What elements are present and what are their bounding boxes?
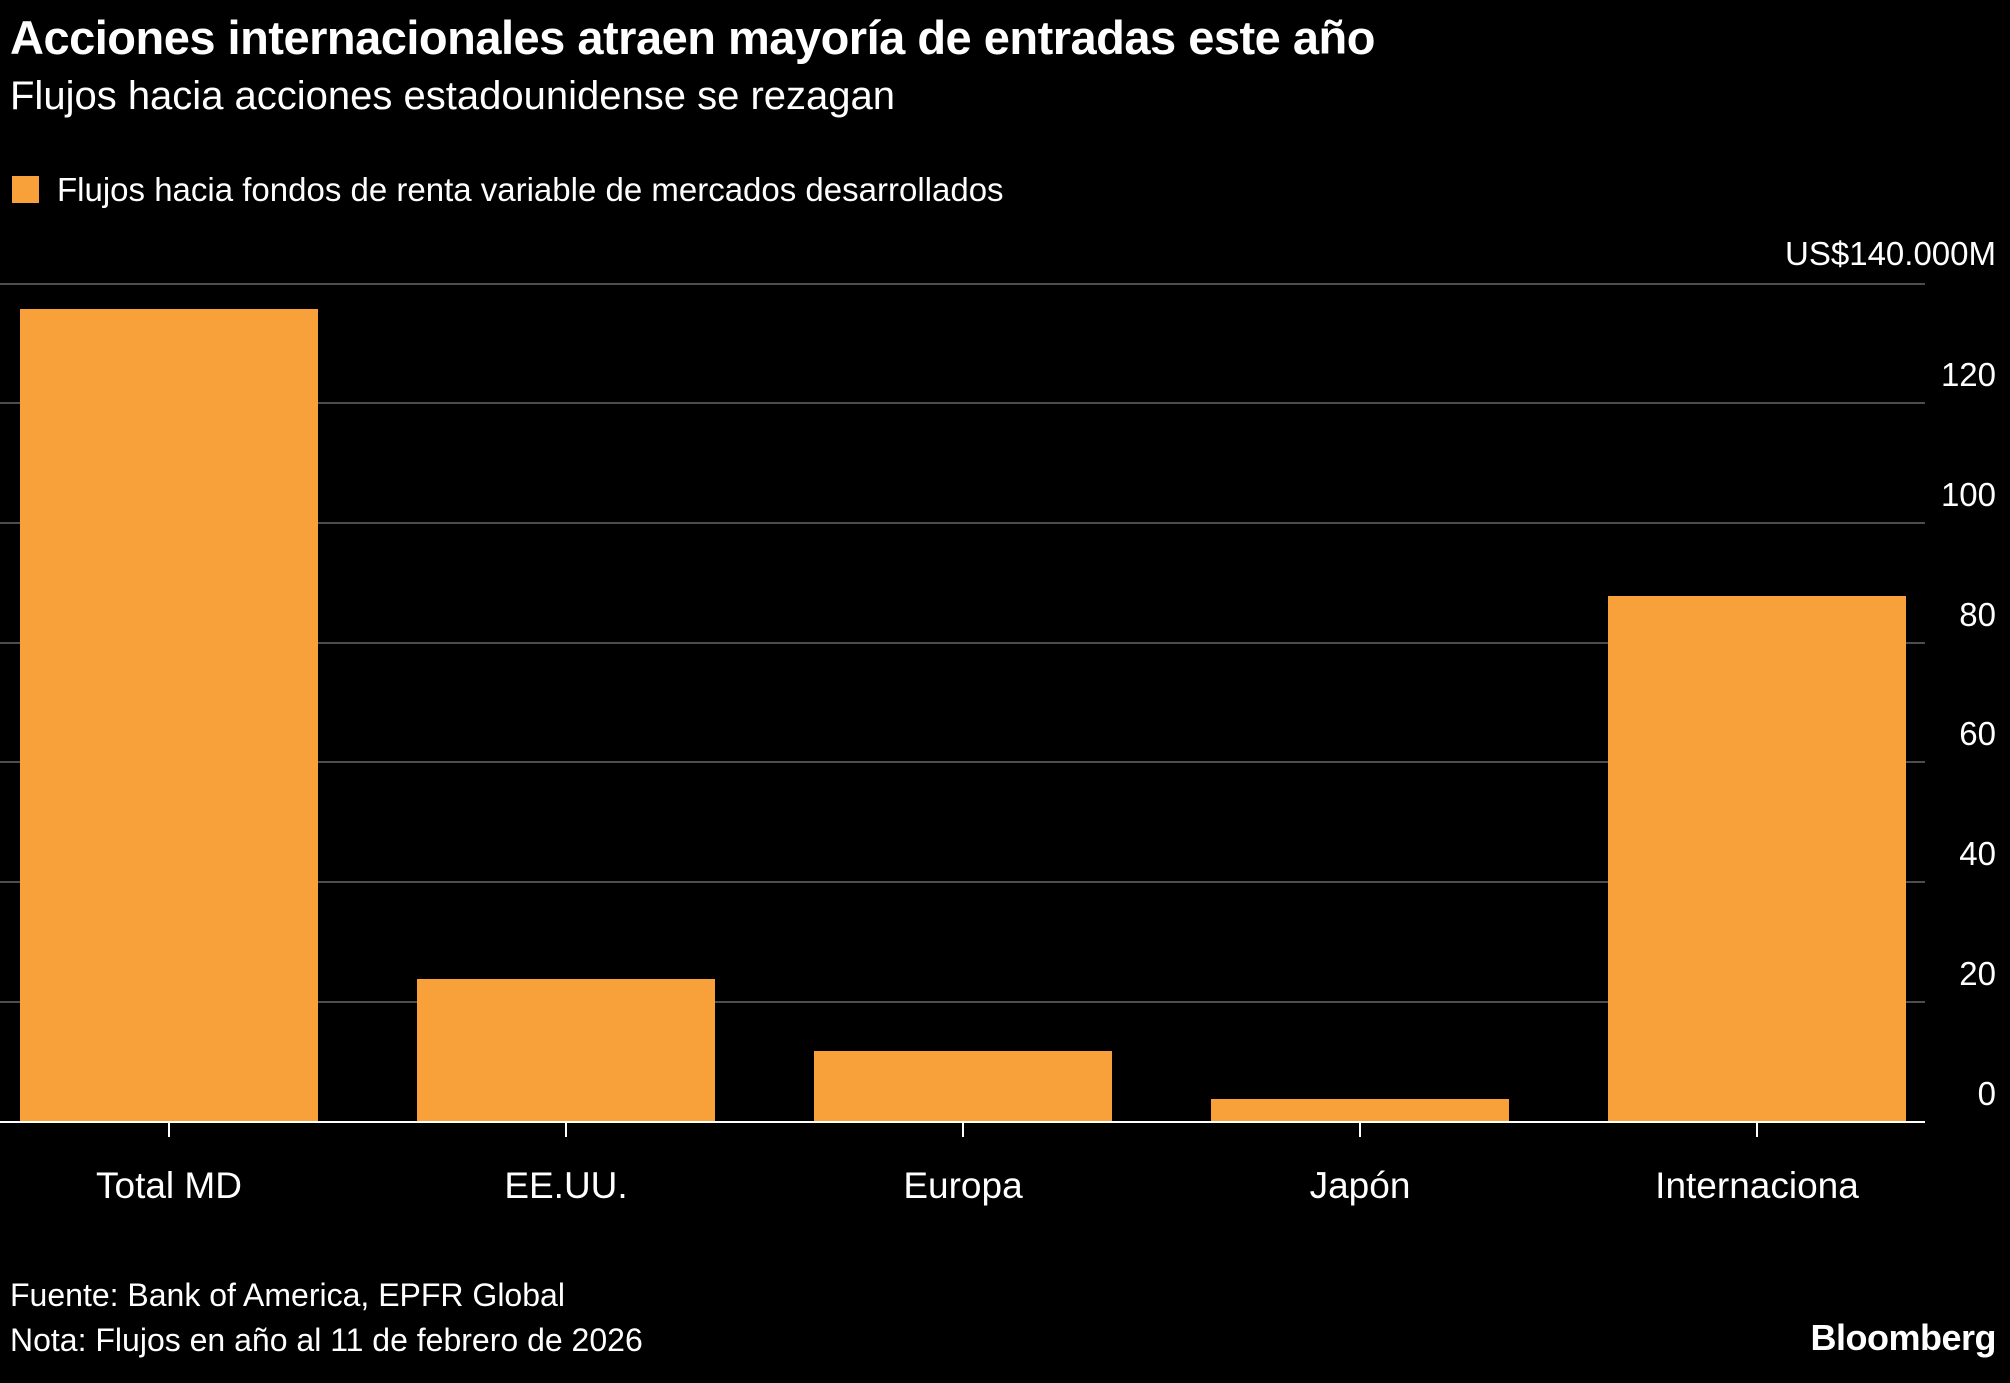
- bar-europa: [814, 1050, 1112, 1123]
- bar-slot: [20, 285, 318, 1123]
- bar-japón: [1211, 1098, 1509, 1123]
- y-tick-label: 20: [1959, 954, 1996, 992]
- y-tick-label: 100: [1940, 476, 1996, 514]
- chart-title: Acciones internacionales atraen mayoría …: [10, 11, 1375, 64]
- bloomberg-logo: Bloomberg: [1810, 1316, 1996, 1358]
- x-axis: Total MD EE.UU. Europa Japón Internaciona: [0, 1122, 1925, 1207]
- note-text: Nota: Flujos en año al 11 de febrero de …: [10, 1322, 643, 1359]
- x-category-label: EE.UU.: [504, 1164, 628, 1206]
- x-axis-baseline: [0, 1120, 1925, 1123]
- plot-area: 0 20 40 60 80 100 120: [0, 282, 1996, 1123]
- footer-text: Fuente: Bank of America, EPFR Global Not…: [10, 1273, 643, 1363]
- y-tick-label: 60: [1959, 715, 1996, 753]
- x-tick-mark: [1359, 1122, 1361, 1137]
- bar-total-md: [20, 308, 318, 1123]
- y-tick-label: 0: [1977, 1074, 1996, 1112]
- gridline: [0, 522, 1925, 525]
- legend-label: Flujos hacia fondos de renta variable de…: [57, 170, 1004, 208]
- bar-ee-uu-: [417, 978, 715, 1123]
- x-tick-mark: [1756, 1122, 1758, 1137]
- y-tick-label: 120: [1940, 356, 1996, 394]
- x-category-label: Total MD: [96, 1164, 242, 1206]
- bar-internaciona: [1608, 595, 1906, 1123]
- x-category-label: Japón: [1309, 1164, 1411, 1206]
- x-category-label: Internaciona: [1655, 1164, 1859, 1206]
- y-tick-label: 80: [1959, 595, 1996, 633]
- y-tick-label: 40: [1959, 835, 1996, 873]
- gridline: [0, 1000, 1925, 1003]
- legend-swatch-icon: [12, 176, 39, 204]
- bar-slot: [417, 285, 715, 1123]
- x-tick-mark: [168, 1122, 170, 1137]
- gridline: [0, 282, 1925, 285]
- bar-chart: 0 20 40 60 80 100 120 Total MD EE.UU. Europa Japó…: [0, 282, 2010, 1207]
- x-axis-cell: Europa: [814, 1122, 1112, 1207]
- bars: [0, 285, 1925, 1123]
- chart-footer: Fuente: Bank of America, EPFR Global Not…: [0, 1273, 2010, 1383]
- x-tick-mark: [565, 1122, 567, 1137]
- x-axis-cell: Internaciona: [1608, 1122, 1906, 1207]
- gridline: [0, 402, 1925, 405]
- bar-slot: [1211, 285, 1509, 1123]
- bar-slot: [814, 285, 1112, 1123]
- x-category-label: Europa: [903, 1164, 1023, 1206]
- legend: Flujos hacia fondos de renta variable de…: [10, 171, 1996, 209]
- x-axis-cell: Japón: [1211, 1122, 1509, 1207]
- gridline: [0, 761, 1925, 764]
- source-text: Fuente: Bank of America, EPFR Global: [10, 1277, 565, 1314]
- x-axis-cell: Total MD: [20, 1122, 318, 1207]
- gridline: [0, 641, 1925, 644]
- y-axis-labels: 0 20 40 60 80 100 120: [1925, 285, 2010, 1123]
- x-axis-cell: EE.UU.: [417, 1122, 715, 1207]
- y-axis-unit-label: US$140.000M: [1785, 234, 1996, 272]
- chart-subtitle: Flujos hacia acciones estadounidense se …: [10, 73, 896, 118]
- gridline: [0, 881, 1925, 884]
- chart-header: Acciones internacionales atraen mayoría …: [0, 0, 2010, 209]
- bar-slot: [1608, 285, 1906, 1123]
- x-tick-mark: [962, 1122, 964, 1137]
